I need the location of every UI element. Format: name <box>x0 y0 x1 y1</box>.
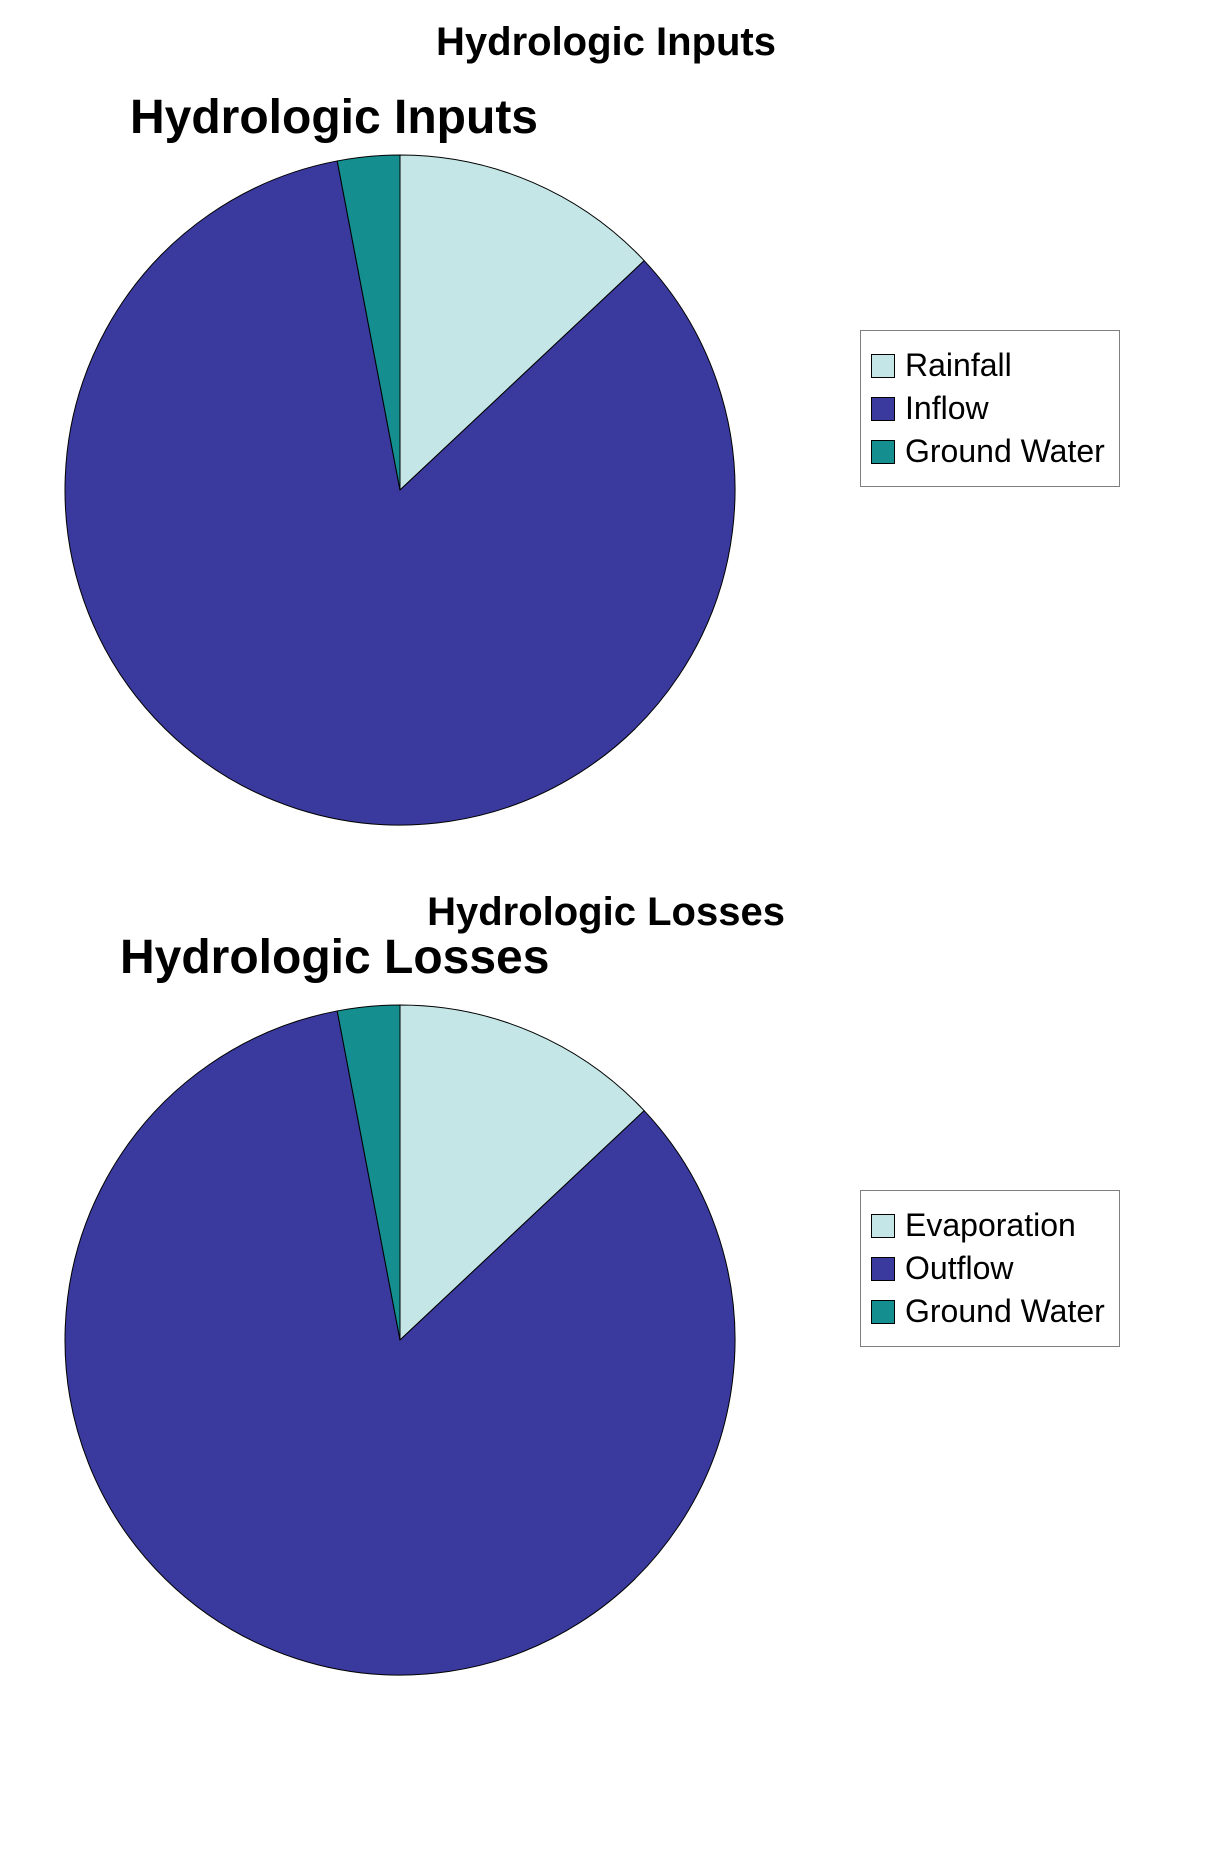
legend-label: Inflow <box>905 390 989 427</box>
legend-label: Outflow <box>905 1250 1013 1287</box>
chart-block: Hydrologic LossesHydrologic LossesEvapor… <box>0 870 1212 1740</box>
chart-legend: Evaporation Outflow Ground Water <box>860 1190 1120 1347</box>
legend-swatch <box>871 1300 895 1324</box>
legend-swatch <box>871 1257 895 1281</box>
legend-label: Ground Water <box>905 433 1105 470</box>
legend-label: Ground Water <box>905 1293 1105 1330</box>
legend-swatch <box>871 440 895 464</box>
chart-legend: Rainfall Inflow Ground Water <box>860 330 1120 487</box>
legend-swatch <box>871 397 895 421</box>
legend-item: Inflow <box>871 390 1105 427</box>
legend-item: Ground Water <box>871 433 1105 470</box>
chart-block: Hydrologic InputsHydrologic InputsRainfa… <box>0 0 1212 870</box>
legend-item: Outflow <box>871 1250 1105 1287</box>
legend-swatch <box>871 1214 895 1238</box>
legend-swatch <box>871 354 895 378</box>
legend-label: Evaporation <box>905 1207 1076 1244</box>
legend-item: Ground Water <box>871 1293 1105 1330</box>
legend-item: Rainfall <box>871 347 1105 384</box>
legend-item: Evaporation <box>871 1207 1105 1244</box>
legend-label: Rainfall <box>905 347 1012 384</box>
